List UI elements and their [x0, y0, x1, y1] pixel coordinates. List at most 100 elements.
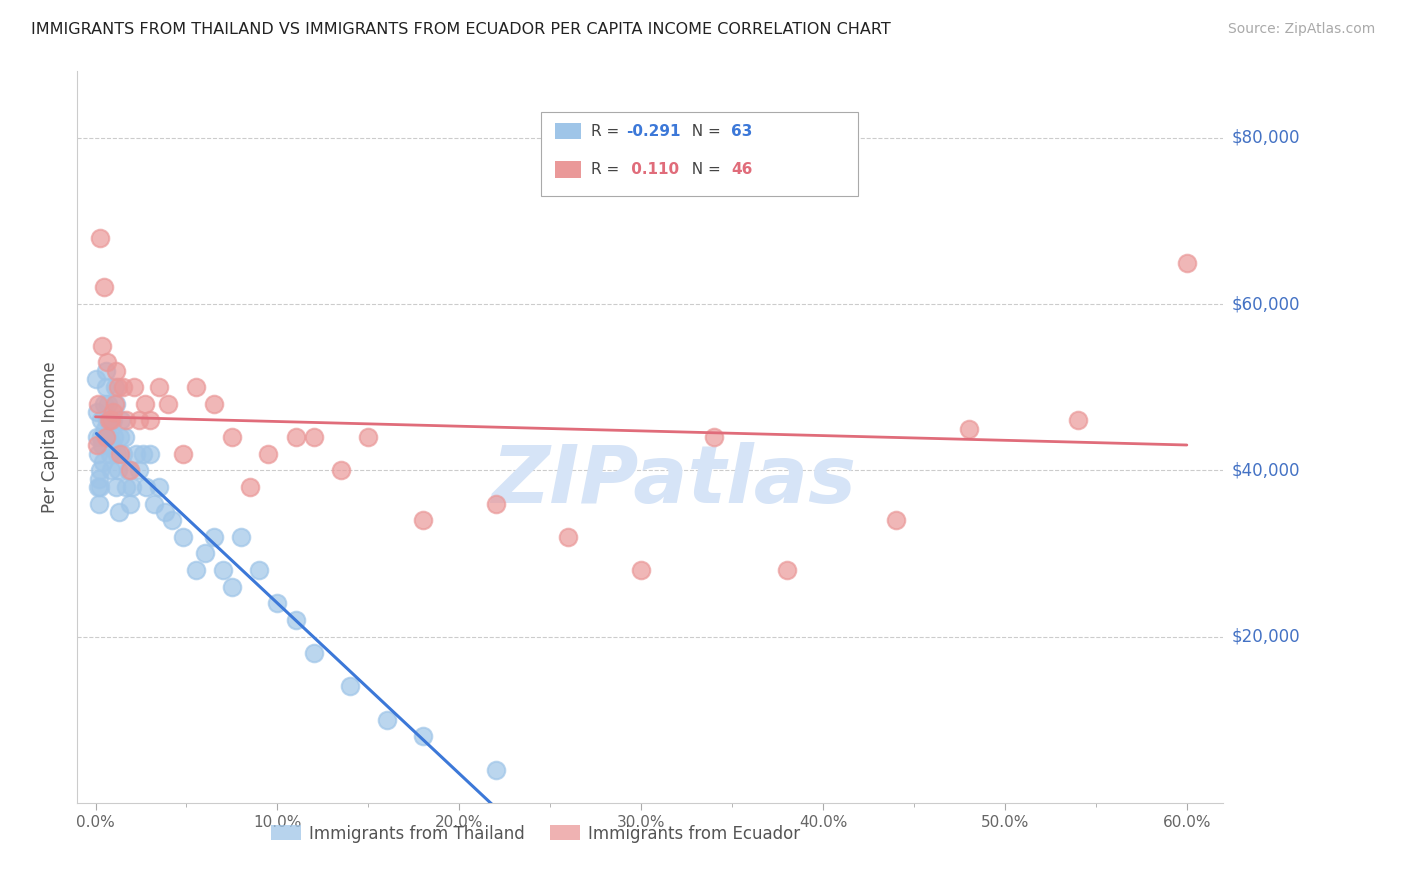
Point	[96, 355, 118, 369]
Point	[115, 413, 138, 427]
Point	[134, 397, 156, 411]
Point	[412, 513, 434, 527]
Point	[86, 480, 108, 494]
Point	[104, 397, 127, 411]
Point	[120, 497, 142, 511]
Point	[412, 729, 434, 743]
Point	[90, 413, 112, 427]
Point	[103, 430, 125, 444]
Point	[302, 646, 325, 660]
Point	[557, 530, 579, 544]
Point	[107, 380, 129, 394]
Point	[86, 438, 108, 452]
Point	[86, 372, 108, 386]
Point	[194, 546, 217, 560]
Point	[98, 430, 121, 444]
Point	[257, 447, 280, 461]
Point	[211, 563, 233, 577]
Point	[339, 680, 361, 694]
Text: R =: R =	[591, 124, 624, 138]
Point	[284, 613, 307, 627]
Point	[101, 413, 124, 427]
Point	[135, 480, 157, 494]
Point	[94, 430, 117, 444]
Point	[91, 455, 114, 469]
Point	[128, 463, 150, 477]
Text: Source: ZipAtlas.com: Source: ZipAtlas.com	[1227, 22, 1375, 37]
Point	[160, 513, 183, 527]
Point	[703, 430, 725, 444]
Point	[108, 447, 131, 461]
Point	[87, 397, 110, 411]
Point	[90, 430, 112, 444]
Point	[87, 497, 110, 511]
Point	[884, 513, 907, 527]
Point	[330, 463, 353, 477]
Point	[96, 413, 118, 427]
Point	[89, 480, 111, 494]
Point	[229, 530, 252, 544]
Text: R =: R =	[591, 162, 624, 177]
Point	[89, 230, 111, 244]
Point	[139, 413, 162, 427]
Point	[117, 463, 139, 477]
Text: N =: N =	[682, 162, 725, 177]
Point	[90, 438, 112, 452]
Point	[108, 430, 131, 444]
Y-axis label: Per Capita Income: Per Capita Income	[41, 361, 59, 513]
Text: IMMIGRANTS FROM THAILAND VS IMMIGRANTS FROM ECUADOR PER CAPITA INCOME CORRELATIO: IMMIGRANTS FROM THAILAND VS IMMIGRANTS F…	[31, 22, 890, 37]
Point	[90, 338, 112, 352]
Point	[266, 596, 288, 610]
Point	[1175, 255, 1198, 269]
Point	[94, 380, 117, 394]
Point	[139, 447, 162, 461]
Legend: Immigrants from Thailand, Immigrants from Ecuador: Immigrants from Thailand, Immigrants fro…	[264, 818, 807, 849]
Point	[93, 397, 115, 411]
Point	[122, 380, 145, 394]
Point	[105, 480, 128, 494]
Point	[1357, 413, 1379, 427]
Point	[148, 480, 170, 494]
Point	[100, 463, 122, 477]
Point	[107, 463, 129, 477]
Point	[101, 405, 124, 419]
Point	[1285, 530, 1308, 544]
Point	[375, 713, 398, 727]
Point	[148, 380, 170, 394]
Point	[93, 280, 115, 294]
Point	[302, 430, 325, 444]
Point	[98, 413, 121, 427]
Point	[105, 447, 128, 461]
Point	[111, 447, 134, 461]
Point	[157, 397, 180, 411]
Point	[1067, 413, 1090, 427]
Point	[357, 430, 380, 444]
Text: 46: 46	[731, 162, 752, 177]
Point	[247, 563, 270, 577]
Point	[101, 438, 124, 452]
Point	[221, 430, 243, 444]
Point	[132, 447, 155, 461]
Point	[104, 380, 127, 394]
Text: -0.291: -0.291	[626, 124, 681, 138]
Point	[124, 447, 146, 461]
Point	[630, 563, 652, 577]
Point	[86, 430, 108, 444]
Point	[98, 447, 121, 461]
Point	[184, 563, 207, 577]
Point	[110, 413, 132, 427]
Point	[485, 497, 508, 511]
Point	[172, 530, 194, 544]
Text: N =: N =	[682, 124, 725, 138]
Point	[87, 447, 110, 461]
Point	[104, 397, 127, 411]
Text: 0.110: 0.110	[626, 162, 679, 177]
Point	[221, 580, 243, 594]
Point	[114, 430, 136, 444]
Point	[105, 363, 128, 377]
Text: 63: 63	[731, 124, 752, 138]
Point	[239, 480, 262, 494]
Point	[100, 413, 122, 427]
Text: $40,000: $40,000	[1232, 461, 1301, 479]
Point	[115, 480, 138, 494]
